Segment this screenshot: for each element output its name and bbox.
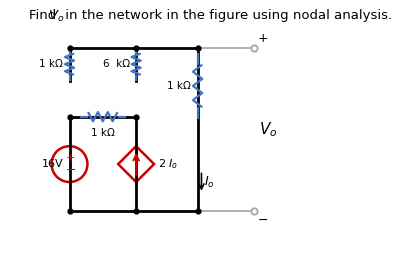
Text: Find: Find xyxy=(28,9,60,22)
Text: in the network in the figure using nodal analysis.: in the network in the figure using nodal… xyxy=(60,9,391,22)
Text: 2 $I_o$: 2 $I_o$ xyxy=(158,157,178,171)
Text: 1 kΩ: 1 kΩ xyxy=(39,59,63,69)
Text: $V_o$: $V_o$ xyxy=(258,120,277,139)
Text: 16V: 16V xyxy=(41,159,63,169)
Text: 1 kΩ: 1 kΩ xyxy=(167,81,191,91)
Text: 6  kΩ: 6 kΩ xyxy=(102,59,130,69)
Text: +: + xyxy=(257,32,268,45)
Text: +: + xyxy=(66,153,75,163)
Text: 1 kΩ: 1 kΩ xyxy=(91,128,115,138)
Text: $I_o$: $I_o$ xyxy=(204,175,214,190)
Text: $V_o$: $V_o$ xyxy=(48,9,64,24)
Text: −: − xyxy=(65,164,76,177)
Text: −: − xyxy=(257,214,268,227)
